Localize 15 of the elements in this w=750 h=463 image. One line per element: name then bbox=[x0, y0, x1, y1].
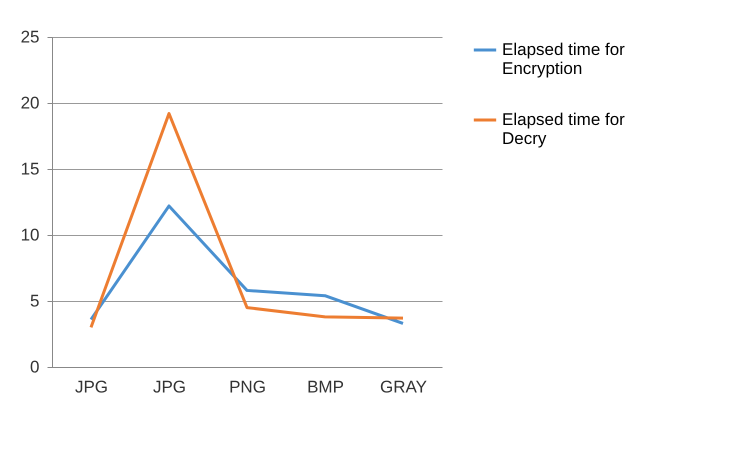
legend-label: Elapsed time for Encryption bbox=[502, 40, 626, 78]
x-tick-label: GRAY bbox=[380, 378, 427, 396]
y-tick-label: 25 bbox=[20, 28, 40, 46]
y-tick-label: 15 bbox=[20, 160, 40, 178]
y-tick-label: 5 bbox=[30, 292, 40, 310]
line-series bbox=[90, 112, 404, 329]
y-tick-label: 20 bbox=[20, 94, 40, 112]
y-tick-label: 10 bbox=[20, 226, 40, 244]
line-series bbox=[90, 204, 404, 325]
legend-label: Elapsed time for Decry bbox=[502, 110, 626, 148]
x-tick-label: JPG bbox=[74, 378, 108, 396]
x-tick-label: PNG bbox=[229, 378, 266, 396]
x-tick-label: BMP bbox=[307, 378, 344, 396]
y-tick-label: 0 bbox=[30, 358, 40, 376]
x-tick-label: JPG bbox=[152, 378, 186, 396]
